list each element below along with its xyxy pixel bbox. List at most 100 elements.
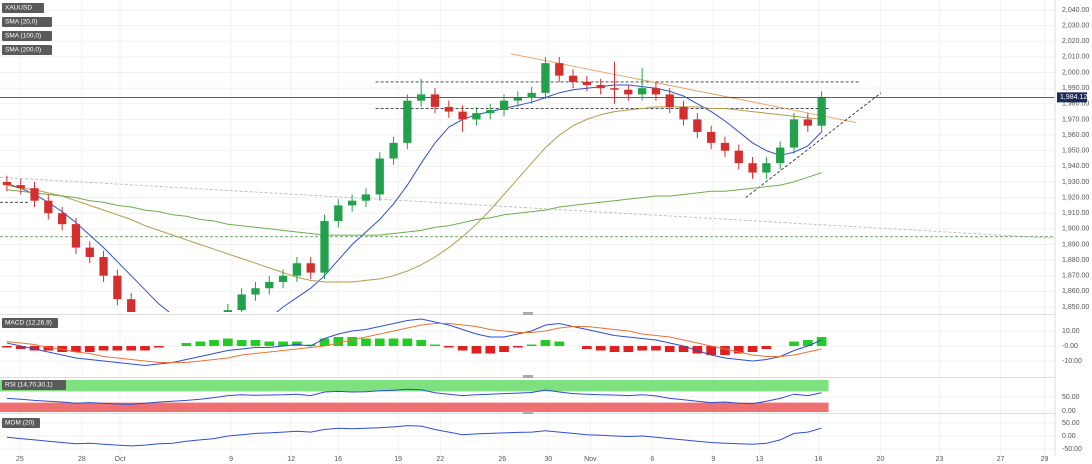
candle-body — [513, 97, 522, 101]
candle-body — [817, 97, 826, 126]
y-tick-label: 1,860.00 — [1062, 288, 1089, 295]
x-tick-label: 9 — [229, 456, 233, 463]
y-tick-label: 1,930.00 — [1062, 179, 1089, 186]
legend-box — [2, 45, 52, 55]
macd-hist-bar — [98, 346, 109, 351]
x-tick-label: Nov — [584, 456, 597, 463]
macd-hist-bar — [278, 341, 288, 347]
y-tick-label: 0.00 — [1062, 408, 1076, 415]
macd-hist-bar — [609, 346, 620, 353]
candle-body — [637, 88, 647, 95]
candle-body — [707, 131, 716, 143]
macd-hist-bar — [747, 346, 758, 353]
x-tick-label: 6 — [650, 456, 654, 463]
y-tick-label: 1,970.00 — [1062, 116, 1089, 123]
price-panel — [0, 53, 1055, 354]
candle-body — [237, 294, 246, 311]
macd-hist-bar — [513, 346, 523, 348]
candle-body — [182, 351, 190, 354]
candle-body — [223, 310, 232, 312]
macd-hist-bar — [664, 346, 675, 353]
candle-body — [472, 113, 481, 120]
candle-body — [347, 200, 357, 206]
macd-hist-bar — [153, 346, 164, 348]
x-tick-label: 27 — [997, 456, 1005, 463]
macd-hist-bar — [29, 346, 40, 351]
legend-box — [2, 380, 66, 390]
candle-body — [693, 119, 702, 132]
x-tick-label: 29 — [1041, 456, 1049, 463]
x-tick-label: 12 — [287, 456, 295, 463]
legend-box — [2, 17, 52, 27]
mom-line — [6, 425, 822, 447]
sma-line — [6, 84, 822, 312]
y-tick-label: -10.00 — [1062, 358, 1082, 365]
y-tick-label: 1,870.00 — [1062, 273, 1089, 280]
y-tick-label: -50.00 — [1062, 446, 1082, 453]
resize-grip[interactable] — [523, 411, 533, 414]
candle-body — [720, 142, 730, 151]
macd-hist-bar — [430, 344, 440, 347]
candle-body — [568, 75, 578, 82]
x-tick-label: Oct — [115, 456, 126, 463]
macd-line — [6, 318, 822, 367]
macd-hist-bar — [499, 346, 509, 353]
macd-hist-bar — [112, 346, 123, 351]
legend-label: MACD (12,26,9) — [5, 320, 52, 327]
trend-line — [745, 92, 882, 198]
legend-box — [2, 318, 58, 328]
candle-body — [748, 163, 757, 173]
candle-body — [444, 106, 453, 112]
macd-hist-bar — [443, 346, 454, 348]
trend-line — [510, 53, 857, 123]
resize-grip[interactable] — [523, 375, 533, 378]
candle-body — [113, 275, 122, 300]
candle-body — [278, 275, 288, 282]
y-tick-label: 1,850.00 — [1062, 304, 1089, 311]
y-tick-label: 1,880.00 — [1062, 257, 1089, 264]
y-tick-label: 1,910.00 — [1062, 210, 1089, 217]
candle-body — [361, 194, 371, 201]
y-tick-label: 1,920.00 — [1062, 194, 1089, 201]
candle-body — [375, 158, 384, 195]
candle-body — [734, 150, 743, 164]
y-tick-label: 2,040.00 — [1062, 7, 1089, 14]
candle-body — [541, 63, 550, 93]
y-tick-label: 2,010.00 — [1062, 54, 1089, 61]
y-tick-label: 10.00 — [1062, 328, 1080, 335]
candle-body — [30, 188, 39, 201]
macd-hist-bar — [416, 340, 427, 347]
macd-hist-bar — [195, 341, 206, 347]
candle-body — [789, 119, 799, 148]
y-tick-label: 1,980.00 — [1062, 101, 1089, 108]
macd-hist-bar — [720, 346, 730, 356]
macd-hist-bar — [471, 346, 482, 354]
candle-body — [803, 119, 812, 126]
y-tick-label: 50.00 — [1062, 394, 1080, 401]
x-tick-label: 20 — [877, 456, 885, 463]
candle-body — [99, 256, 108, 276]
resize-grip[interactable] — [523, 312, 533, 315]
candle-body — [582, 81, 592, 86]
macd-hist-bar — [250, 340, 261, 347]
legend-label: XAUUSD — [5, 5, 32, 12]
candle-body — [417, 94, 426, 101]
candle-body — [527, 92, 536, 98]
macd-hist-bar — [43, 346, 54, 351]
candle-body — [651, 88, 661, 95]
macd-hist-bar — [595, 346, 606, 351]
candle-body — [85, 247, 94, 257]
oversold-band — [0, 402, 829, 412]
candle-body — [16, 185, 25, 189]
macd-hist-bar — [84, 346, 95, 353]
x-tick-label: 16 — [815, 456, 823, 463]
candle-body — [168, 346, 176, 351]
macd-hist-bar — [264, 341, 275, 347]
macd-hist-bar — [223, 338, 233, 347]
macd-hist-bar — [305, 344, 316, 347]
candle-body — [430, 94, 440, 107]
candle-body — [403, 100, 412, 143]
sma-line — [6, 106, 822, 283]
candle-body — [57, 213, 67, 225]
x-tick-label: 30 — [544, 456, 552, 463]
